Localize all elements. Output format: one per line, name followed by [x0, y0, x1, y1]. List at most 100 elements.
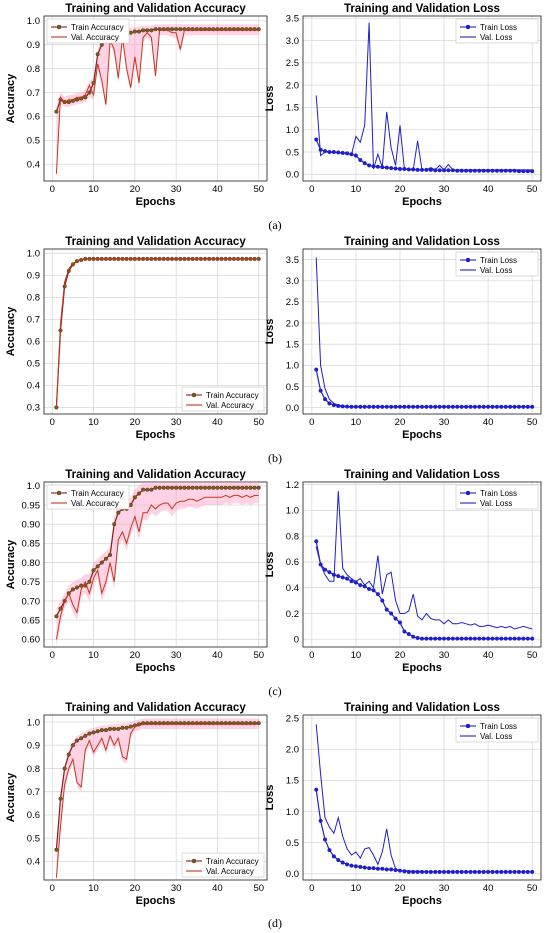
x-tick-label: 10 — [351, 184, 362, 195]
legend-label: Train Loss — [480, 489, 517, 498]
y-tick-label: 0.6 — [27, 112, 40, 123]
x-tick-label: 50 — [527, 650, 538, 661]
train-data-point — [145, 28, 150, 33]
train-data-point — [120, 725, 125, 730]
y-axis-label: Loss — [264, 785, 276, 811]
y-tick-label: 0.0 — [286, 869, 299, 880]
y-tick-label: 0.8 — [27, 293, 40, 304]
legend-label: Train Accuracy — [71, 23, 124, 32]
train-series-line — [315, 541, 533, 640]
y-axis-label: Accuracy — [5, 306, 17, 356]
train-data-point — [252, 485, 257, 490]
val-series-line — [55, 29, 259, 174]
y-tick-label: 0.0 — [286, 170, 299, 181]
legend-box — [455, 484, 539, 510]
train-data-point — [314, 787, 319, 792]
x-tick-label: 10 — [88, 650, 99, 661]
y-tick-label: 1.0 — [27, 481, 40, 492]
chart-title: Training and Validation Loss — [344, 702, 500, 714]
x-tick-label: 40 — [212, 184, 223, 195]
train-data-point — [362, 161, 367, 166]
panel-b-accuracy-chart: 0 10 20 30 40 50 0.3 0.4 0.5 0.6 0.7 0.8 0.9 1.0 Train… — [5, 236, 268, 441]
train-data-point — [402, 869, 407, 874]
train-data-point — [70, 743, 75, 748]
x-tick-label: 30 — [439, 417, 450, 428]
train-data-point — [486, 636, 491, 641]
y-tick-label: 0.95 — [22, 500, 41, 511]
train-data-point — [327, 570, 332, 575]
y-tick-label: 0.6 — [27, 337, 40, 348]
x-axis-label: Epochs — [402, 429, 442, 441]
y-tick-label: 1.0 — [286, 125, 299, 136]
train-data-point — [375, 592, 380, 597]
x-tick-label: 20 — [395, 184, 406, 195]
train-data-point — [331, 854, 336, 859]
x-tick-label: 40 — [212, 417, 223, 428]
train-data-point — [54, 847, 59, 852]
train-data-point — [186, 485, 191, 490]
train-data-point — [415, 869, 420, 874]
x-axis-label: Epochs — [136, 196, 176, 208]
x-axis-label: Epochs — [136, 895, 176, 907]
x-tick-label: 0 — [309, 650, 314, 661]
x-tick-label: 30 — [439, 650, 450, 661]
panel-b-loss-chart: 0 10 20 30 40 50 0.0 0.5 1.0 1.5 2.0 2.5 3.0 3.5 Train… — [264, 236, 542, 441]
train-data-point — [397, 166, 403, 172]
train-data-point — [231, 485, 237, 490]
train-data-point — [58, 796, 63, 801]
x-tick-label: 50 — [253, 883, 264, 894]
y-tick-label: 1.0 — [27, 717, 40, 728]
train-data-point — [441, 636, 447, 641]
train-data-point — [349, 863, 354, 868]
confidence-band — [56, 482, 259, 647]
x-tick-label: 40 — [483, 650, 494, 661]
train-data-point — [128, 724, 133, 729]
x-tick-label: 20 — [130, 883, 141, 894]
y-tick-label: 3.0 — [286, 276, 299, 287]
train-data-point — [318, 818, 323, 823]
train-data-point — [161, 485, 166, 490]
plot-frame — [302, 481, 542, 648]
train-data-point — [79, 736, 84, 741]
train-data-point — [194, 485, 199, 490]
x-tick-label: 20 — [395, 883, 406, 894]
legend-label: Train Loss — [480, 256, 517, 265]
y-tick-label: 0.3 — [27, 403, 40, 414]
y-tick-label: 0.60 — [22, 635, 41, 646]
train-series-line — [315, 789, 533, 873]
train-data-point — [530, 636, 535, 641]
x-tick-label: 30 — [171, 883, 182, 894]
x-tick-label: 30 — [439, 883, 450, 894]
train-data-point — [419, 636, 425, 641]
val-series-line — [55, 258, 259, 408]
train-data-point — [340, 575, 345, 580]
train-data-point — [345, 862, 350, 867]
train-data-point — [318, 388, 323, 393]
train-data-point — [450, 636, 455, 641]
legend-label: Val. Accuracy — [71, 499, 119, 508]
plot-frame — [43, 714, 268, 881]
panel-c-accuracy-chart: 0 10 20 30 40 50 0.60 0.65 0.70 0.75 0.80 0.85 0.90 0… — [5, 469, 268, 674]
train-data-point — [95, 52, 100, 57]
train-data-point — [174, 485, 179, 490]
legend-box — [455, 18, 539, 44]
y-tick-label: 1.5 — [286, 776, 299, 787]
train-data-point — [367, 586, 372, 592]
plot-frame — [302, 15, 542, 182]
train-data-point — [336, 574, 341, 579]
train-data-point — [367, 163, 372, 168]
y-tick-label: 0.80 — [22, 558, 41, 569]
y-tick-label: 0.7 — [27, 315, 40, 326]
x-tick-label: 50 — [527, 883, 538, 894]
x-tick-label: 30 — [439, 184, 450, 195]
train-data-point — [207, 485, 212, 490]
legend-marker — [56, 490, 62, 496]
train-data-point — [54, 109, 59, 114]
x-tick-label: 40 — [483, 883, 494, 894]
x-tick-label: 40 — [212, 883, 223, 894]
train-data-point — [149, 487, 154, 492]
train-data-point — [380, 598, 385, 603]
